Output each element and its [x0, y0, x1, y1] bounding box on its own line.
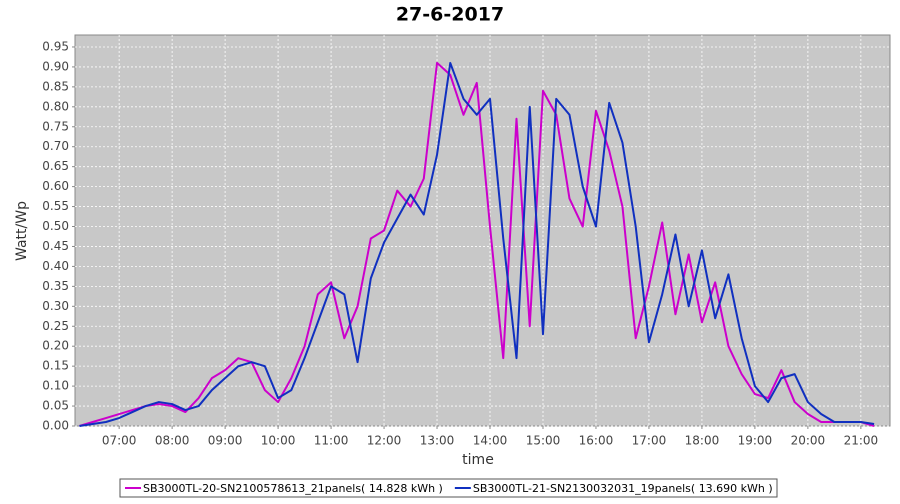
- x-tick-label: 14:00: [473, 434, 508, 448]
- x-tick-label: 10:00: [261, 434, 296, 448]
- y-tick-label: 0.65: [42, 159, 69, 173]
- y-tick-label: 0.95: [42, 39, 69, 53]
- x-tick-label: 08:00: [155, 434, 190, 448]
- x-tick-label: 20:00: [791, 434, 826, 448]
- y-tick-label: 0.05: [42, 399, 69, 413]
- y-tick-label: 0.45: [42, 239, 69, 253]
- y-tick-label: 0.70: [42, 139, 69, 153]
- y-tick-label: 0.25: [42, 319, 69, 333]
- y-tick-label: 0.50: [42, 219, 69, 233]
- y-tick-label: 0.60: [42, 179, 69, 193]
- series-line: [79, 61, 875, 427]
- x-tick-label: 21:00: [844, 434, 879, 448]
- x-tick-label: 07:00: [102, 434, 137, 448]
- x-axis-label: time: [462, 452, 494, 468]
- x-tick-label: 12:00: [367, 434, 402, 448]
- plot-area: [74, 34, 891, 427]
- chart-title: 27-6-2017: [396, 4, 504, 26]
- x-tick-label: 17:00: [632, 434, 667, 448]
- y-tick-label: 0.35: [42, 279, 69, 293]
- x-tick-label: 19:00: [738, 434, 773, 448]
- x-tick-label: 09:00: [208, 434, 243, 448]
- y-tick-label: 0.00: [42, 419, 69, 433]
- y-tick-label: 0.20: [42, 339, 69, 353]
- y-tick-label: 0.85: [42, 79, 69, 93]
- y-tick-label: 0.15: [42, 359, 69, 373]
- y-axis-label: Watt/Wp: [14, 201, 30, 261]
- y-tick-label: 0.10: [42, 379, 69, 393]
- legend-box: [119, 478, 778, 498]
- y-tick-label: 0.55: [42, 199, 69, 213]
- y-tick-label: 0.30: [42, 299, 69, 313]
- x-tick-label: 15:00: [526, 434, 561, 448]
- y-tick-label: 0.90: [42, 59, 69, 73]
- y-tick-label: 0.75: [42, 119, 69, 133]
- series-line: [79, 61, 875, 427]
- x-tick-label: 11:00: [314, 434, 349, 448]
- x-tick-label: 18:00: [685, 434, 720, 448]
- x-tick-label: 16:00: [579, 434, 614, 448]
- x-tick-label: 13:00: [420, 434, 455, 448]
- legend-label: SB3000TL-21-SN2130032031_19panels( 13.69…: [473, 482, 773, 495]
- legend-label: SB3000TL-20-SN2100578613_21panels( 14.82…: [143, 482, 443, 495]
- y-tick-label: 0.80: [42, 99, 69, 113]
- y-tick-label: 0.40: [42, 259, 69, 273]
